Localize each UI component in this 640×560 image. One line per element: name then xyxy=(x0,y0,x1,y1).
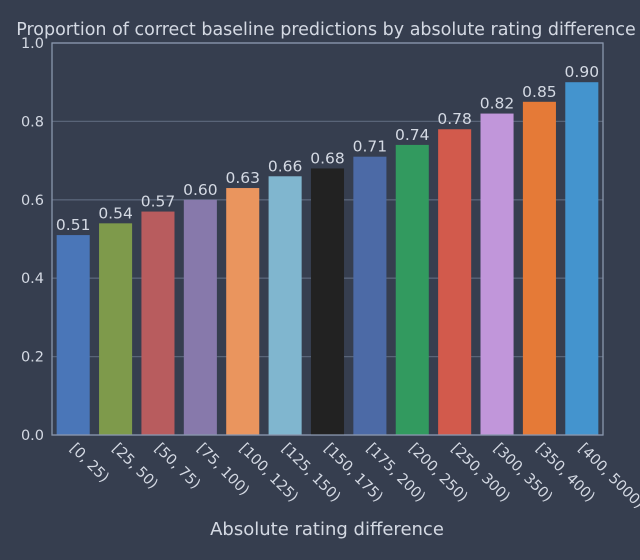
bar xyxy=(565,82,599,435)
bar xyxy=(353,156,387,435)
bar xyxy=(56,235,90,435)
bar-value-label: 0.51 xyxy=(56,216,91,234)
bar-value-label: 0.66 xyxy=(268,157,303,175)
y-tick-label: 0.6 xyxy=(21,193,44,209)
y-tick-label: 0.2 xyxy=(21,350,44,366)
y-tick-label: 0.4 xyxy=(21,271,44,287)
bar-value-label: 0.68 xyxy=(310,149,345,167)
value-labels-layer: 0.51 0.54 0.57 0.60 0.63 0.66 0.68 0.71 0.74 0.78… xyxy=(56,63,599,234)
y-tick-label: 1.0 xyxy=(21,36,44,52)
bars-layer xyxy=(56,82,599,436)
bar-value-label: 0.90 xyxy=(565,63,600,81)
bar xyxy=(395,144,429,436)
bar-value-label: 0.82 xyxy=(480,95,515,113)
bar xyxy=(141,211,175,435)
chart-title: Proportion of correct baseline predictio… xyxy=(16,20,636,40)
bar-value-label: 0.71 xyxy=(353,138,388,156)
x-axis: [0, 25)[25, 50)[50, 75)[75, 100)[100, 12… xyxy=(66,441,640,513)
bar-value-label: 0.63 xyxy=(225,169,260,187)
bar-value-label: 0.57 xyxy=(141,193,176,211)
bar-value-label: 0.54 xyxy=(98,204,133,222)
bar xyxy=(183,199,217,435)
x-tick-label: [50, 75) xyxy=(151,441,203,493)
y-axis: 0.0 0.2 0.4 0.6 0.8 1.0 xyxy=(21,36,44,444)
bar xyxy=(268,176,302,435)
x-tick-label: [25, 50) xyxy=(109,441,161,493)
bar-value-label: 0.60 xyxy=(183,181,218,199)
bar xyxy=(226,188,260,435)
bar-value-label: 0.74 xyxy=(395,126,430,144)
bar xyxy=(480,113,514,435)
x-axis-label: Absolute rating difference xyxy=(210,519,444,540)
bar xyxy=(99,223,133,435)
bar-value-label: 0.78 xyxy=(437,110,472,128)
bar xyxy=(310,168,345,435)
x-tick-label: [0, 25) xyxy=(66,441,111,486)
plot-frame xyxy=(51,42,604,436)
bar-value-label: 0.85 xyxy=(522,83,557,101)
bar xyxy=(438,129,472,436)
y-tick-label: 0.0 xyxy=(21,428,44,444)
y-tick-label: 0.8 xyxy=(21,114,44,130)
bar xyxy=(522,101,556,436)
